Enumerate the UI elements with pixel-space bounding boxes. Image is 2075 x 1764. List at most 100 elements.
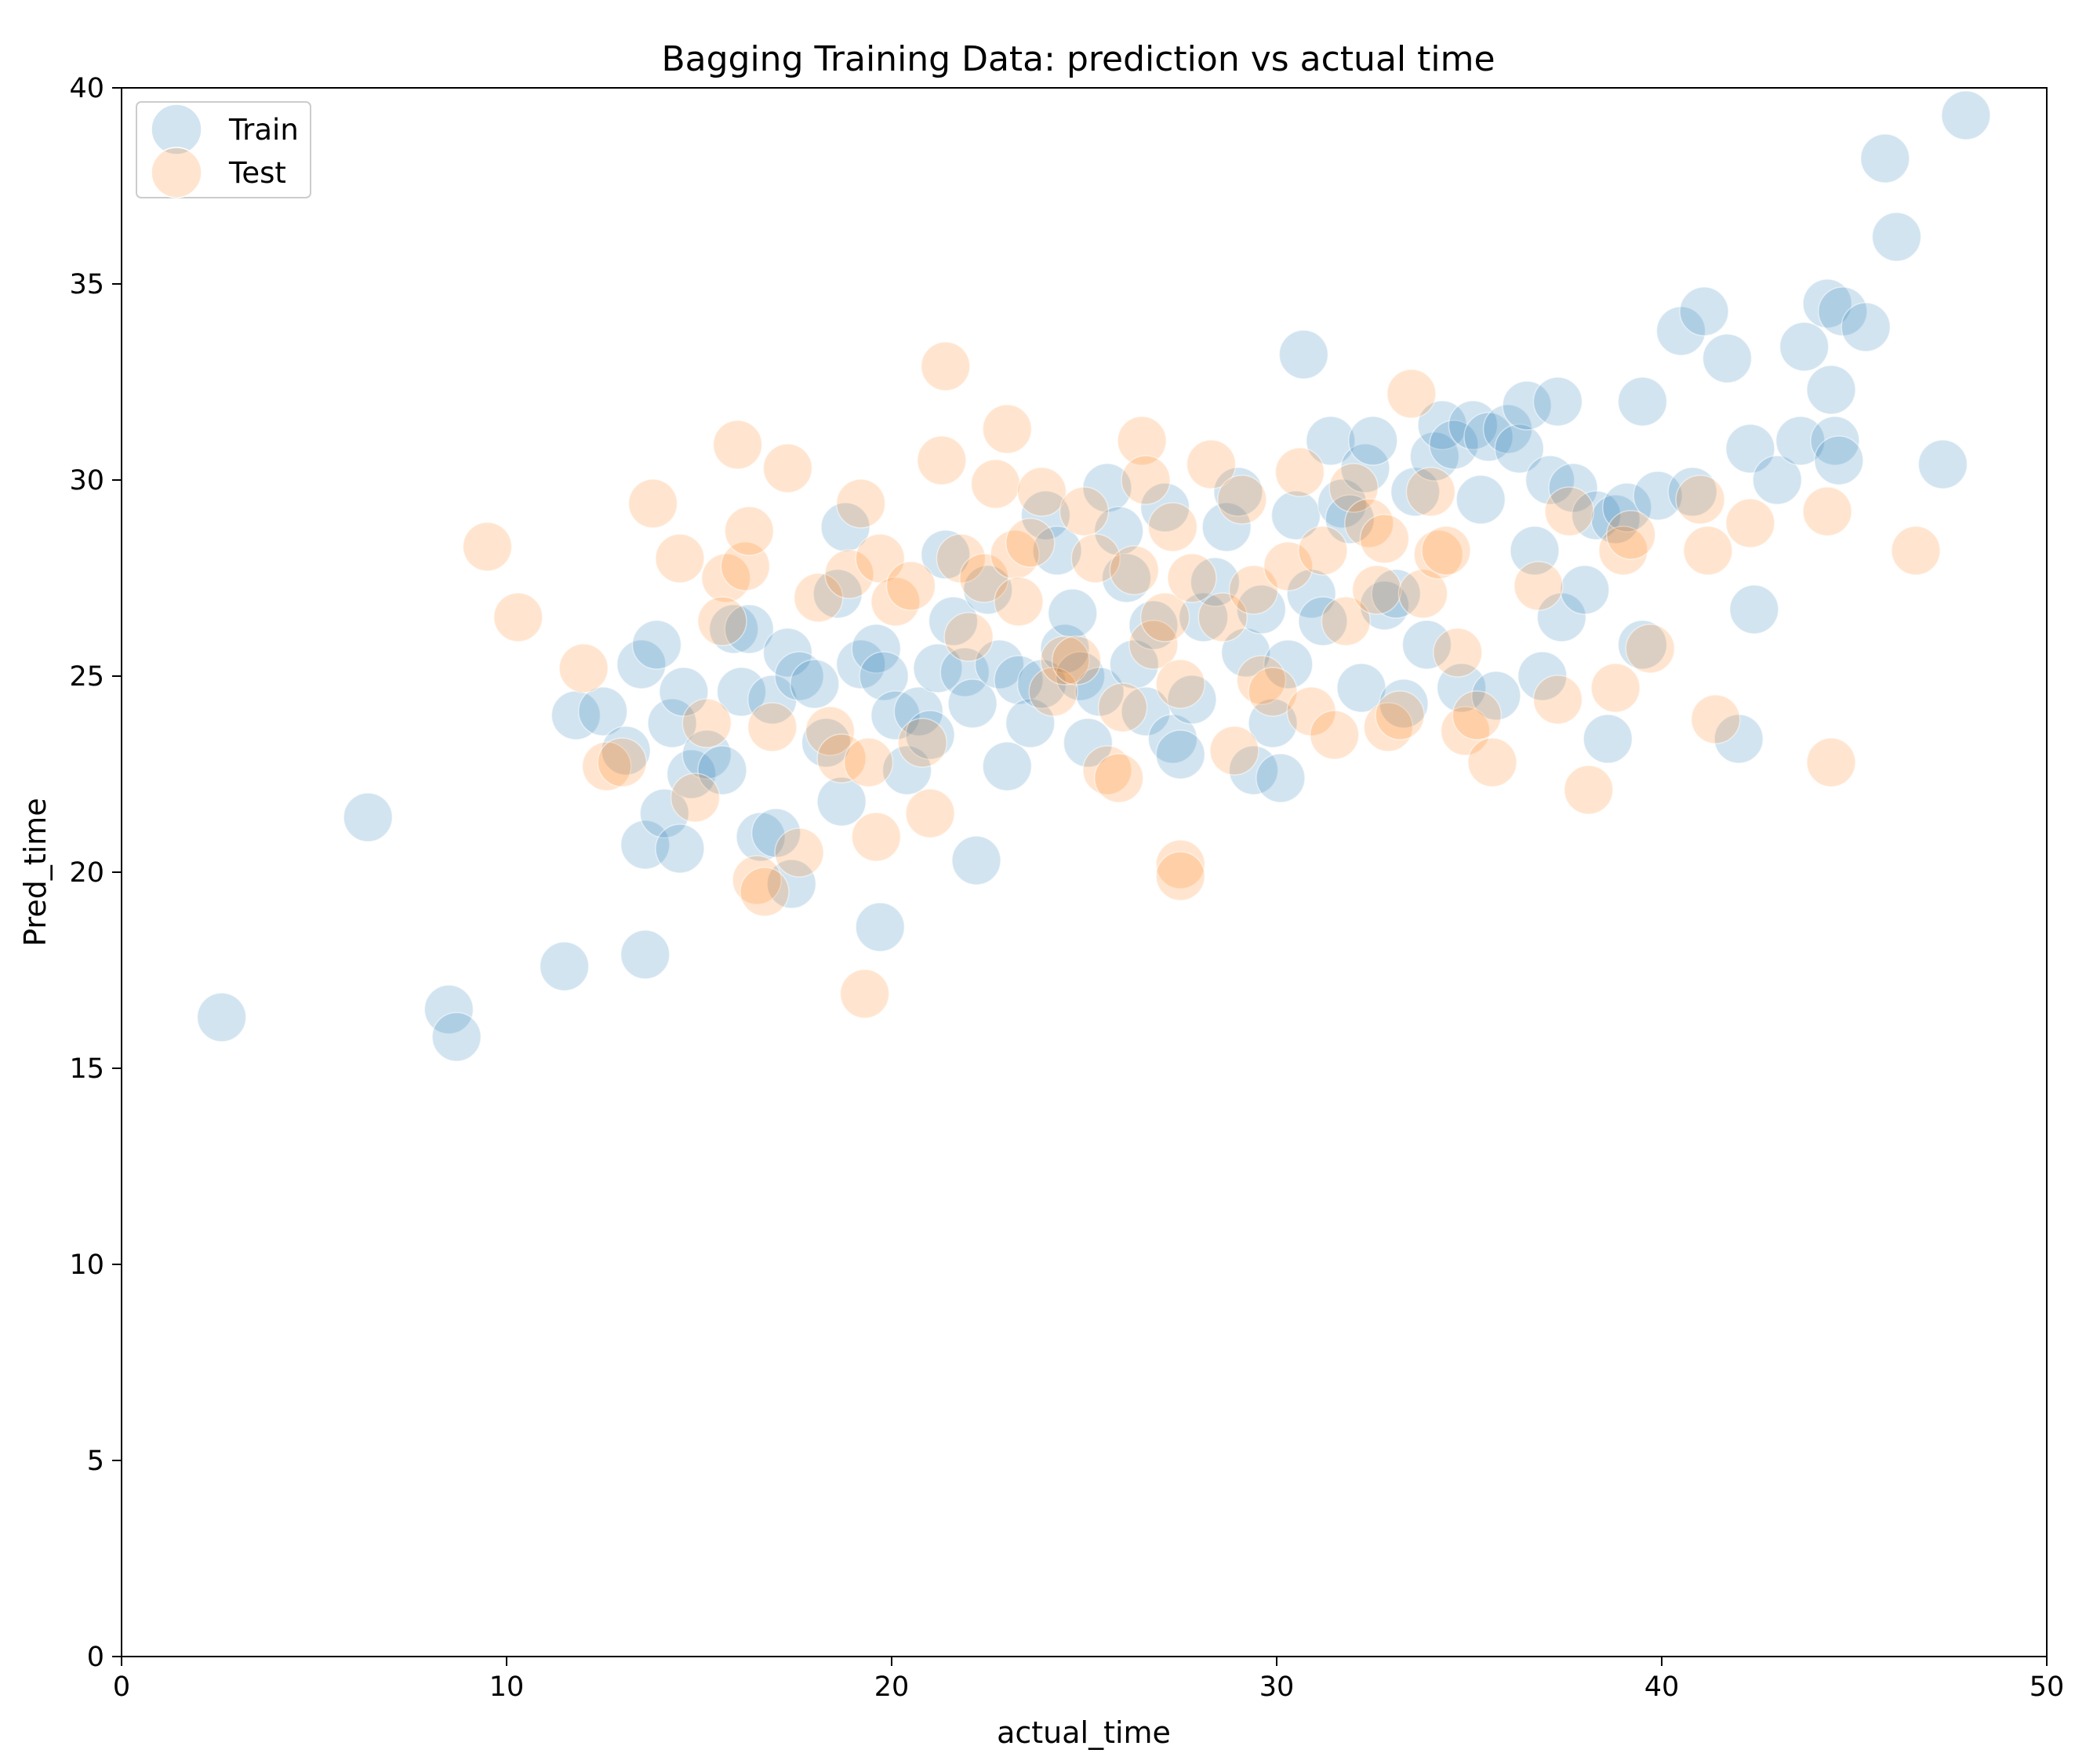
data-point-train: [774, 651, 824, 701]
data-point-train: [1806, 365, 1856, 415]
data-point-test: [1016, 467, 1067, 517]
data-point-test: [1563, 765, 1614, 815]
x-tick-label: 30: [1259, 1671, 1295, 1703]
x-tick-label: 50: [2030, 1671, 2065, 1703]
data-point-test: [1359, 514, 1410, 564]
data-point-train: [1702, 333, 1753, 384]
data-point-test: [1186, 439, 1237, 489]
data-point-test: [897, 718, 948, 768]
data-point-test: [1598, 526, 1648, 576]
data-point-train: [1617, 376, 1668, 427]
data-point-train: [1278, 329, 1329, 380]
data-point-train: [423, 984, 474, 1035]
data-point-test: [1139, 592, 1190, 642]
data-point-test: [670, 773, 721, 823]
data-point-train: [750, 808, 801, 858]
data-point-train: [1941, 90, 1991, 140]
data-point-test: [1309, 710, 1360, 760]
legend: Train Test: [136, 101, 311, 198]
data-point-train: [1248, 698, 1298, 748]
data-point-test: [1690, 694, 1741, 744]
data-point-train: [913, 643, 963, 693]
data-point-train: [1860, 133, 1910, 184]
data-point-train: [1063, 718, 1114, 768]
data-point-test: [1405, 467, 1456, 517]
data-point-train: [1082, 463, 1132, 513]
points-layer: [196, 90, 1991, 1062]
data-point-test: [982, 404, 1033, 454]
data-point-test: [1806, 737, 1856, 787]
data-point-test: [805, 706, 856, 756]
y-tick-label: 35: [69, 269, 104, 300]
data-point-train: [1305, 416, 1356, 466]
data-point-test: [1147, 502, 1198, 552]
data-point-train: [994, 655, 1044, 705]
y-tick-label: 5: [87, 1446, 104, 1477]
data-point-test: [1051, 635, 1102, 686]
data-point-test: [462, 522, 513, 572]
data-point-test: [1386, 369, 1437, 419]
data-point-test: [581, 741, 632, 791]
legend-marker-train: [151, 104, 202, 155]
data-point-test: [851, 812, 902, 862]
data-point-train: [736, 812, 786, 862]
data-point-test: [816, 733, 867, 784]
x-tick-label: 10: [489, 1671, 525, 1703]
data-point-test: [747, 702, 798, 752]
legend-label-train: Train: [228, 113, 299, 147]
data-point-train: [697, 745, 747, 795]
data-point-test: [936, 533, 987, 584]
data-point-train: [196, 992, 247, 1042]
data-point-test: [1070, 533, 1121, 584]
x-tick-label: 0: [113, 1671, 130, 1703]
data-point-train: [881, 745, 932, 795]
data-point-train: [1213, 467, 1263, 517]
data-point-train: [1463, 412, 1514, 462]
data-point-test: [885, 561, 936, 611]
data-point-train: [1841, 302, 1891, 352]
data-point-test: [1375, 690, 1425, 740]
data-point-train: [647, 698, 697, 748]
data-point-test: [1590, 663, 1641, 713]
data-point-train: [1917, 439, 1968, 489]
data-point-test: [1040, 635, 1090, 686]
data-point-test: [774, 827, 824, 878]
y-tick-label: 40: [69, 73, 104, 104]
data-point-test: [597, 737, 648, 787]
data-point-test: [1891, 526, 1941, 576]
y-tick-label: 0: [87, 1642, 104, 1673]
series-test: [462, 341, 1941, 1019]
data-point-test: [920, 341, 971, 391]
data-point-train: [620, 929, 670, 980]
y-axis: 0 5 10 15 20 25 30 35 40: [69, 73, 122, 1673]
data-point-train: [1429, 420, 1479, 470]
data-point-test: [1263, 541, 1314, 591]
data-point-test: [681, 698, 732, 748]
data-point-train: [616, 639, 667, 689]
data-point-test: [1344, 498, 1394, 548]
data-point-test: [1097, 682, 1148, 733]
data-point-test: [492, 592, 543, 642]
data-point-train: [1752, 455, 1803, 505]
data-point-train: [639, 788, 690, 838]
data-point-test: [1625, 624, 1676, 674]
data-point-train: [1371, 569, 1421, 619]
data-point-test: [1274, 447, 1325, 497]
data-point-test: [943, 612, 994, 662]
data-point-test: [1452, 690, 1503, 740]
data-point-test: [1328, 463, 1379, 513]
data-point-train: [855, 902, 906, 952]
data-point-train: [1560, 565, 1610, 615]
data-point-train: [1583, 714, 1633, 764]
data-point-test: [1209, 726, 1259, 776]
data-point-test: [1321, 596, 1372, 646]
data-point-test: [558, 643, 609, 693]
data-point-train: [893, 686, 944, 737]
data-point-train: [716, 667, 767, 717]
data-point-train: [1455, 475, 1506, 525]
data-point-test: [1514, 561, 1564, 611]
data-point-train: [835, 639, 886, 689]
data-point-train: [905, 710, 955, 760]
data-point-train: [1667, 467, 1718, 517]
